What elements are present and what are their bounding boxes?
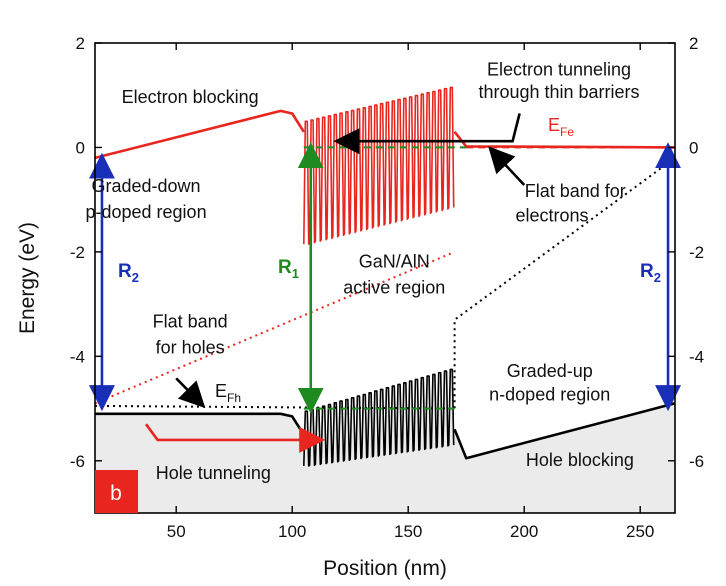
- svg-text:EFe: EFe: [548, 115, 574, 139]
- axis-ticks: 50 100 150 200 250 2 0 -2 -4 -6 2 0 -2 -4 -6: [70, 34, 704, 541]
- y-tick-label--6: -6: [70, 452, 85, 471]
- series-0-segment-1: [303, 86, 455, 245]
- right-y-tick-label-2: 2: [689, 34, 698, 53]
- label-r2-right-main: R: [640, 261, 654, 282]
- label-efh-sub: Fh: [227, 391, 241, 405]
- x-tick-label-50: 50: [167, 522, 186, 541]
- y-tick-label-0: 0: [76, 138, 85, 157]
- annotations: Electron blocking Electron tunneling throu…: [85, 59, 639, 483]
- arrow-hole-tunneling-4: [144, 423, 326, 453]
- label-r1: R1: [278, 257, 299, 281]
- label-efh: EFh: [215, 381, 241, 405]
- y-tick-label-2: 2: [76, 34, 85, 53]
- x-tick-label-250: 250: [626, 522, 654, 541]
- annotation-active-region: active region: [343, 278, 445, 298]
- y-tick-label--2: -2: [70, 243, 85, 262]
- annotation-electron-tunneling: Electron tunneling: [487, 59, 631, 79]
- x-tick-label-200: 200: [510, 522, 538, 541]
- x-tick-label-150: 150: [394, 522, 422, 541]
- label-r1-main: R: [278, 257, 292, 278]
- series-1-segment-2: [453, 402, 675, 460]
- y-tick-label--4: -4: [70, 347, 85, 366]
- annotation-for-holes: for holes: [156, 338, 225, 358]
- arrow-flat-band-for-holes-6: [175, 377, 206, 409]
- annotation-electron-blocking: Electron blocking: [122, 87, 259, 107]
- right-y-tick-label--6: -6: [689, 452, 704, 471]
- x-tick-label-100: 100: [278, 522, 306, 541]
- band-curves: [95, 86, 675, 467]
- series-0-segment-0: [95, 109, 305, 160]
- svg-text:EFh: EFh: [215, 381, 241, 405]
- series-2-segment-0: [95, 250, 455, 405]
- label-r1-sub: 1: [292, 266, 299, 281]
- panel-badge: b: [95, 470, 138, 513]
- arrows: [88, 113, 682, 453]
- annotation-electrons: electrons: [516, 206, 589, 226]
- hole-region-shading: [95, 369, 675, 513]
- label-r2-left-main: R: [118, 261, 132, 282]
- label-efh-main: E: [215, 381, 227, 401]
- annotation-flat-band-for: Flat band for: [525, 181, 626, 201]
- label-efe-main: E: [548, 115, 560, 135]
- annotation-hole-blocking: Hole blocking: [526, 450, 634, 470]
- label-r2-left: R2: [118, 261, 139, 285]
- right-y-tick-label-0: 0: [689, 138, 698, 157]
- right-y-tick-label--4: -4: [689, 347, 704, 366]
- y-axis-title: Energy (eV): [16, 222, 39, 334]
- label-r2-right: R2: [640, 261, 661, 285]
- panel-badge-background: [95, 470, 138, 513]
- label-efe-sub: Fe: [560, 125, 574, 139]
- valence-shade: [95, 369, 675, 513]
- series-1-segment-0: [95, 412, 305, 436]
- arrow-flat-band-for-electrons-5: [488, 146, 526, 186]
- annotation-flat-band: Flat band: [153, 312, 228, 332]
- annotation-graded-up: Graded-up: [507, 361, 593, 381]
- annotation-through-thin-barriers: through thin barriers: [478, 82, 639, 102]
- label-r2-right-sub: 2: [654, 270, 661, 285]
- svg-text:R2: R2: [118, 261, 139, 285]
- panel-badge-label: b: [110, 482, 122, 505]
- series-1-segment-1: [303, 368, 455, 467]
- annotation-hole-tunneling: Hole tunneling: [156, 463, 271, 483]
- annotation-n-doped-region: n-doped region: [489, 385, 610, 405]
- right-y-tick-label--2: -2: [689, 243, 704, 262]
- arrow-electron-tunneling-3: [333, 113, 521, 155]
- annotation-gan-aln: GaN/AlN: [359, 252, 430, 272]
- label-efe: EFe: [548, 115, 574, 139]
- x-axis-title: Position (nm): [323, 557, 447, 580]
- label-r2-left-sub: 2: [132, 270, 139, 285]
- plot-frame: [94, 42, 676, 514]
- svg-text:R1: R1: [278, 257, 299, 281]
- annotation-graded-down: Graded-down: [92, 176, 201, 196]
- annotation-p-doped-region: p-doped region: [85, 202, 206, 222]
- svg-text:R2: R2: [640, 261, 661, 285]
